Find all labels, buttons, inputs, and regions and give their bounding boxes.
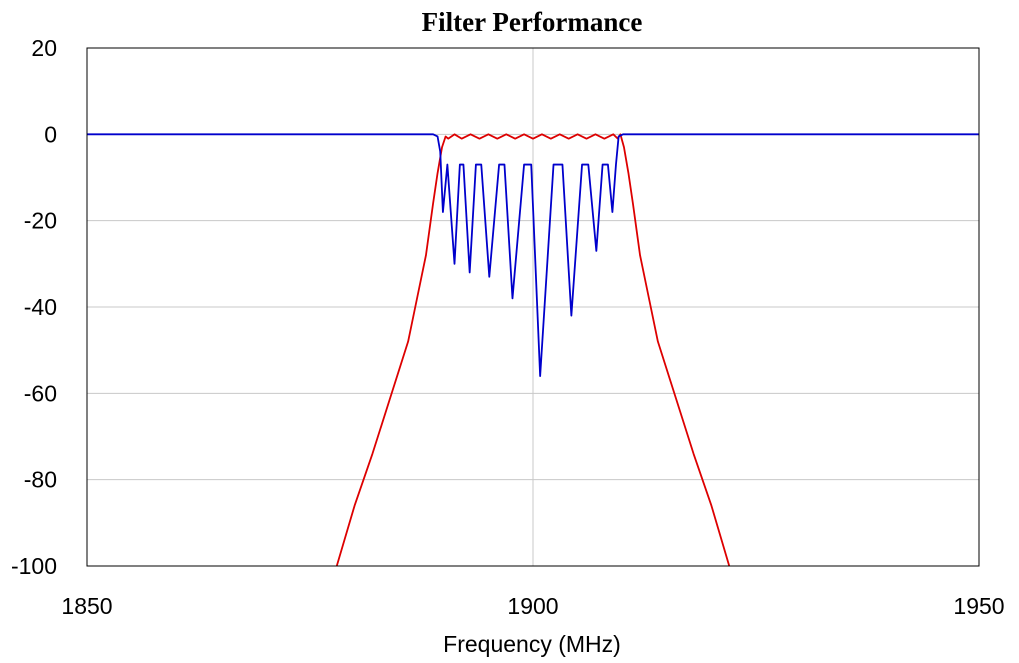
x-tick-label: 1900 — [507, 593, 558, 619]
y-tick-label: 0 — [44, 121, 57, 147]
y-tick-label: -60 — [24, 380, 57, 406]
x-axis-label: Frequency (MHz) — [443, 631, 621, 657]
grid-lines — [87, 48, 979, 566]
series-line-1 — [335, 133, 731, 567]
plot-frame — [86, 47, 980, 567]
series-lines — [87, 133, 979, 567]
series-line-2 — [87, 133, 979, 377]
y-tick-label: -100 — [11, 553, 57, 579]
y-tick-label: -20 — [24, 208, 57, 234]
x-tick-label: 1850 — [61, 593, 112, 619]
y-tick-label: 20 — [31, 35, 57, 61]
chart-title: Filter Performance — [422, 7, 643, 37]
x-tick-label: 1950 — [953, 593, 1004, 619]
y-tick-label: -40 — [24, 294, 57, 320]
x-tick-labels: 1850 1900 1950 — [61, 593, 1004, 619]
y-tick-label: -80 — [24, 467, 57, 493]
y-tick-labels: 20 0 -20 -40 -60 -80 -100 — [11, 35, 57, 579]
